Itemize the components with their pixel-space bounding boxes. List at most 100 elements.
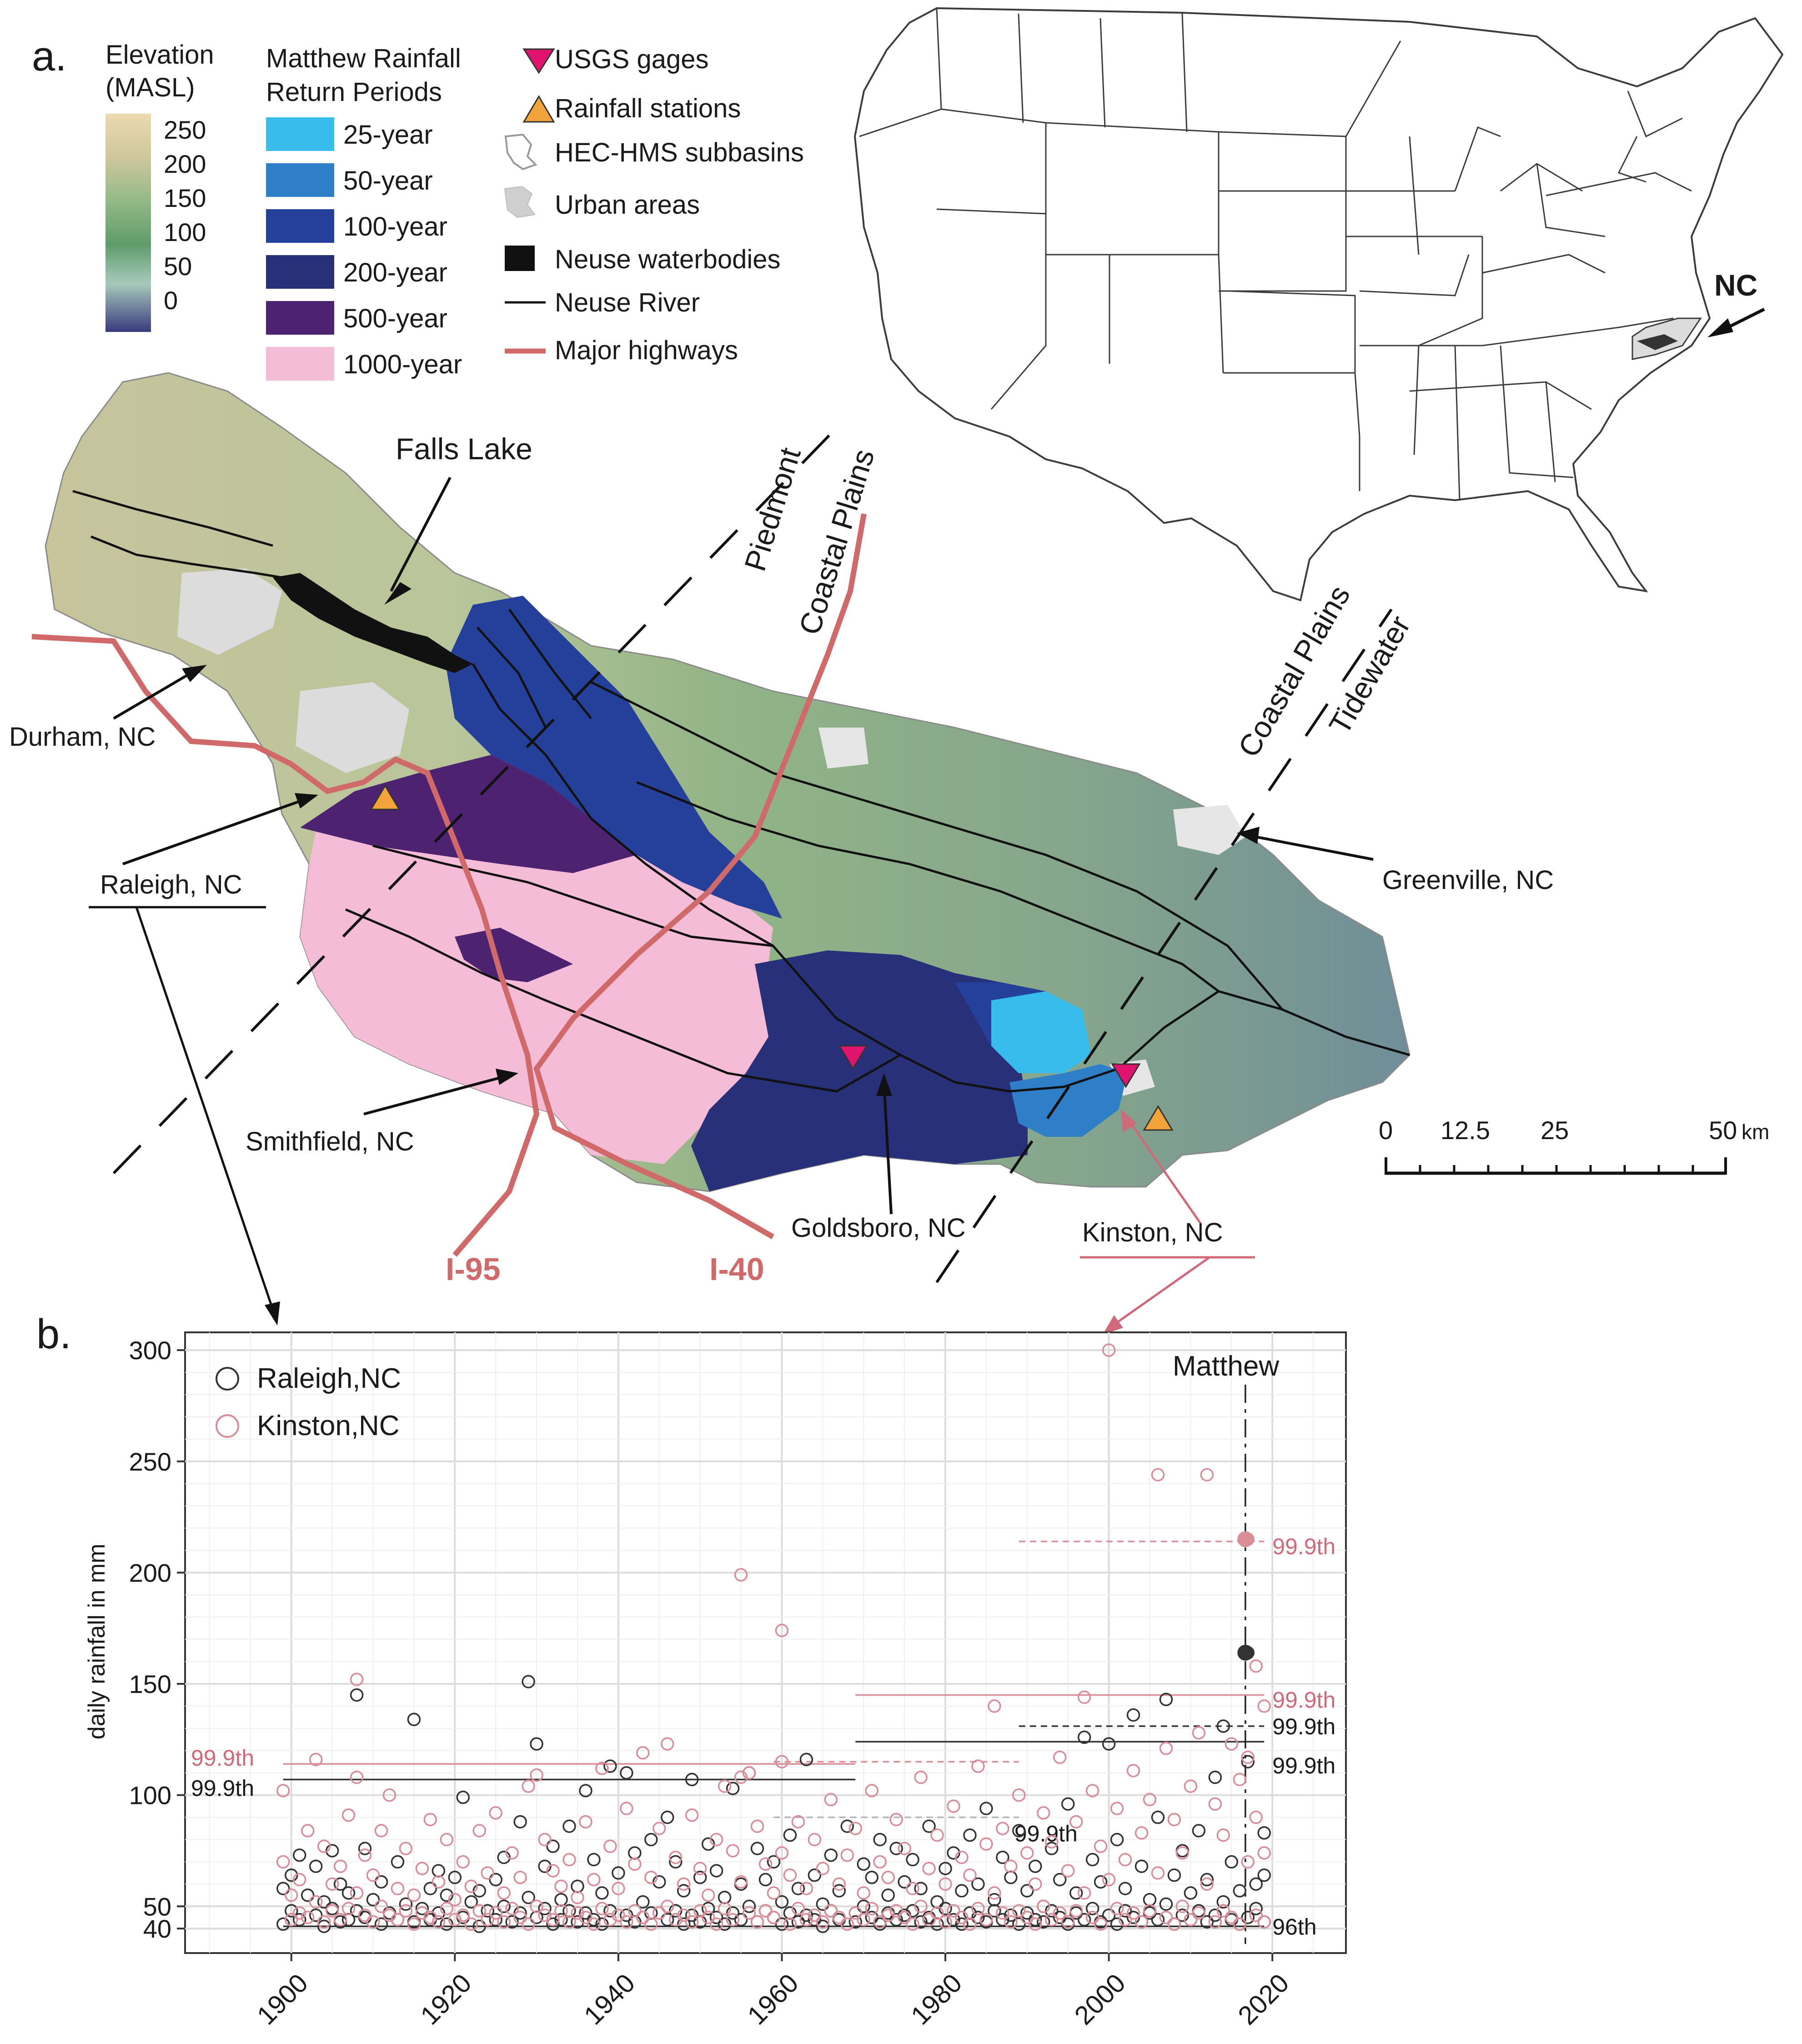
goldsboro-arrow bbox=[883, 1091, 893, 1215]
kinston-point bbox=[644, 1917, 658, 1931]
kinston-point bbox=[889, 1813, 903, 1827]
kinston-point bbox=[661, 1899, 674, 1913]
kinston-point bbox=[587, 1917, 601, 1931]
raleigh-point bbox=[1012, 1917, 1026, 1931]
elev-tick: 200 bbox=[164, 150, 206, 178]
kinston-point bbox=[939, 1915, 952, 1929]
kinston-point bbox=[963, 1917, 977, 1931]
kinston-point bbox=[979, 1837, 993, 1851]
kinston-point bbox=[579, 1910, 592, 1924]
raleigh-point bbox=[546, 1839, 560, 1853]
usgs-gage-symbol bbox=[522, 48, 555, 74]
return-50-year-region bbox=[1009, 1064, 1128, 1137]
kinston-point bbox=[775, 1755, 789, 1768]
kinston-point bbox=[366, 1915, 380, 1929]
return-legend-label: 100-year bbox=[343, 212, 447, 241]
falls-lake-arrowhead bbox=[384, 582, 412, 605]
kinston-point bbox=[391, 1882, 405, 1895]
raleigh-point bbox=[432, 1906, 446, 1920]
reference-line-label: 99.9th bbox=[1272, 1687, 1335, 1713]
kinston-point bbox=[1159, 1742, 1173, 1755]
raleigh-point bbox=[620, 1766, 633, 1780]
piedmont-label: Piedmont bbox=[738, 444, 807, 575]
y-tick-label: 150 bbox=[129, 1670, 171, 1698]
raleigh-point bbox=[939, 1902, 952, 1915]
raleigh-point bbox=[1118, 1882, 1132, 1895]
return-swatch bbox=[266, 301, 334, 335]
raleigh-point bbox=[1004, 1908, 1018, 1922]
raleigh-point bbox=[1151, 1810, 1165, 1824]
kinston-point bbox=[587, 1873, 601, 1887]
kinston-point bbox=[824, 1793, 838, 1807]
kinston-point bbox=[701, 1910, 715, 1924]
raleigh-point bbox=[947, 1913, 960, 1927]
kinston-point bbox=[522, 1779, 535, 1793]
kinston-point bbox=[906, 1882, 919, 1895]
kinston-point bbox=[701, 1888, 715, 1902]
kinston-point bbox=[464, 1917, 478, 1931]
reference-line-label: 99.9th bbox=[1272, 1753, 1335, 1778]
kinston-point bbox=[971, 1902, 985, 1915]
raleigh-point bbox=[292, 1913, 306, 1927]
kinston-point bbox=[1167, 1813, 1181, 1827]
kinston-point bbox=[996, 1906, 1009, 1920]
raleigh-point bbox=[1175, 1908, 1190, 1922]
raleigh-point bbox=[963, 1828, 977, 1842]
kinston-point bbox=[1110, 1802, 1124, 1815]
raleigh-point bbox=[1216, 1719, 1230, 1733]
kinston-point bbox=[374, 1899, 388, 1913]
raleigh-point bbox=[1094, 1875, 1108, 1889]
reference-line-label: 99.9th bbox=[191, 1745, 254, 1771]
durham-urban-area bbox=[177, 568, 282, 655]
raleigh-point bbox=[914, 1882, 928, 1895]
kinston-point bbox=[472, 1904, 486, 1918]
kinston-point bbox=[1233, 1773, 1247, 1787]
raleigh-point bbox=[808, 1868, 822, 1882]
kinston-point bbox=[358, 1848, 372, 1862]
raleigh-point bbox=[448, 1870, 462, 1884]
kinston-point bbox=[742, 1906, 756, 1920]
neuse-basin-inset bbox=[1637, 334, 1678, 350]
raleigh-point bbox=[701, 1837, 715, 1851]
kinston-point bbox=[415, 1862, 429, 1875]
kinston-point bbox=[734, 1770, 748, 1784]
raleigh-point bbox=[284, 1868, 298, 1882]
kinston-point bbox=[522, 1917, 535, 1931]
kinston-point bbox=[718, 1779, 732, 1793]
kinston-point bbox=[333, 1913, 347, 1927]
kinston-point bbox=[1110, 1902, 1124, 1915]
legend-neuse-river: Neuse River bbox=[555, 288, 700, 317]
piedmont-coastal-boundary bbox=[112, 417, 847, 1175]
raleigh-point bbox=[816, 1897, 830, 1911]
kinston-point bbox=[1126, 1906, 1140, 1920]
kinston-point bbox=[612, 1882, 625, 1895]
reference-line-label: 99.9th bbox=[1272, 1714, 1335, 1739]
kinston-point bbox=[301, 1824, 315, 1838]
kinston-point bbox=[881, 1908, 895, 1922]
kinston-point bbox=[603, 1913, 617, 1927]
raleigh-point bbox=[1257, 1868, 1271, 1882]
raleigh-point bbox=[309, 1859, 323, 1873]
raleigh-point bbox=[677, 1884, 691, 1898]
us-inset-map bbox=[853, 7, 1784, 602]
raleigh-point bbox=[1102, 1908, 1116, 1922]
kinston-point bbox=[620, 1915, 633, 1929]
kinston-point bbox=[636, 1746, 650, 1760]
raleigh-point bbox=[775, 1917, 789, 1931]
scale-tick-12-5: 12.5 bbox=[1441, 1116, 1490, 1145]
greenville-label: Greenville, NC bbox=[1382, 865, 1554, 895]
kinston-point bbox=[963, 1868, 977, 1882]
kinston-point bbox=[693, 1904, 707, 1918]
kinston-point bbox=[799, 1913, 813, 1927]
kinston-point bbox=[595, 1762, 609, 1775]
raleigh-point bbox=[848, 1915, 863, 1929]
kinston-point bbox=[947, 1799, 960, 1813]
kinston-point bbox=[472, 1824, 486, 1838]
kinston-point bbox=[767, 1910, 781, 1924]
raleigh-point bbox=[1216, 1895, 1230, 1909]
kinston-point bbox=[791, 1902, 805, 1915]
raleigh-to-panel-b-arrow bbox=[135, 907, 274, 1310]
kinston-point bbox=[341, 1902, 356, 1915]
kinston-point bbox=[562, 1915, 576, 1929]
kinston-point bbox=[1029, 1917, 1042, 1931]
